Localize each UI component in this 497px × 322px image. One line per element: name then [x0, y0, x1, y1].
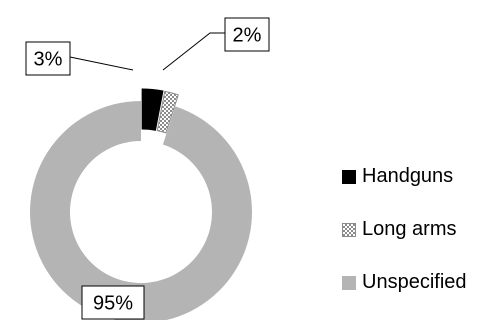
donut-chart: 3% 2% 95% [25, 17, 270, 320]
slice-handguns [141, 88, 164, 131]
data-label-long-arms: 2% [233, 25, 262, 47]
data-label-long-arms-box [224, 17, 270, 52]
slice-long-arms [156, 90, 179, 134]
data-label-handguns-box [25, 41, 71, 76]
legend-label-handguns: Handguns [362, 165, 454, 187]
legend-label-long-arms: Long arms [362, 218, 457, 240]
legend-swatch-handguns [342, 169, 356, 184]
data-label-handguns: 3% [34, 49, 63, 71]
legend-swatch-long-arms [342, 222, 356, 237]
slice-unspecified [29, 101, 252, 320]
legend-item-unspecified: Unspecified [342, 269, 467, 296]
data-label-unspecified-box [81, 285, 145, 320]
legend-label-unspecified: Unspecified [362, 271, 467, 293]
legend-swatch-unspecified [342, 275, 356, 290]
legend-item-long-arms: Long arms [342, 216, 467, 243]
legend: Handguns Long arms Unspecified [342, 163, 467, 322]
leader-line-0 [69, 56, 134, 71]
leader-line-1 [162, 32, 225, 71]
data-label-unspecified: 95% [93, 293, 133, 315]
legend-item-handguns: Handguns [342, 163, 467, 190]
